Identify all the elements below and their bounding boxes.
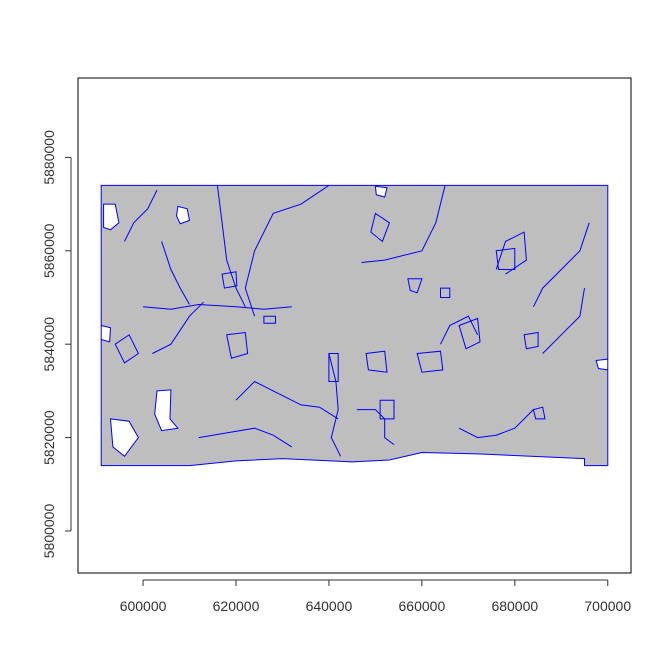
parcel-outline-3 <box>416 350 444 373</box>
boundary-line-15 <box>542 288 585 354</box>
y-tick-label-2: 5840000 <box>41 317 57 372</box>
y-tick-label-0: 5800000 <box>41 504 57 559</box>
y-tick-label-4: 5880000 <box>41 130 57 185</box>
region-polygon <box>100 184 609 467</box>
boundary-line-12 <box>458 409 534 439</box>
parcel-outline-13 <box>440 287 451 298</box>
plot-frame <box>77 77 632 574</box>
x-tick-label-0: 600000 <box>120 598 167 614</box>
boundary-line-9 <box>328 353 342 457</box>
parcel-outline-5 <box>495 247 516 270</box>
parcel-outline-4 <box>458 317 481 350</box>
boundary-line-14 <box>495 231 527 275</box>
x-tick-label-2: 640000 <box>306 598 353 614</box>
map-layer <box>100 184 609 467</box>
boundary-line-5 <box>361 185 446 263</box>
parcel-outline-7 <box>365 350 388 373</box>
x-axis: 600000 620000 640000 660000 680000 700000 <box>120 579 631 614</box>
boundary-line-1 <box>124 189 158 242</box>
y-axis: 5800000 5820000 5840000 5860000 5880000 <box>41 130 72 559</box>
boundary-line-4 <box>244 184 330 317</box>
parcel-outline-1 <box>221 271 238 289</box>
parcel-outline-8 <box>328 353 339 382</box>
parcel-outline-11 <box>114 334 140 364</box>
parcel-outline-0 <box>226 331 249 359</box>
boundary-line-3 <box>216 185 246 308</box>
parcel-outline-12 <box>379 399 395 420</box>
x-tick-label-5: 700000 <box>584 598 631 614</box>
boundary-line-2 <box>161 241 190 305</box>
x-tick-label-3: 660000 <box>399 598 446 614</box>
y-tick-label-3: 5860000 <box>41 223 57 278</box>
boundary-line-13 <box>532 222 590 308</box>
boundary-line-7 <box>198 427 293 448</box>
boundary-line-8 <box>235 380 339 420</box>
x-tick-label-1: 620000 <box>213 598 260 614</box>
parcel-outline-9 <box>407 278 423 294</box>
boundary-line-11 <box>440 315 479 345</box>
parcel-outline-14 <box>532 406 546 420</box>
parcel-outline-2 <box>263 315 276 324</box>
boundary-line-6 <box>152 301 204 354</box>
parcel-outline-6 <box>523 331 539 350</box>
boundary-line-0 <box>143 303 292 310</box>
y-tick-label-1: 5820000 <box>41 410 57 465</box>
parcel-outline-10 <box>370 212 391 243</box>
x-tick-label-4: 680000 <box>491 598 538 614</box>
